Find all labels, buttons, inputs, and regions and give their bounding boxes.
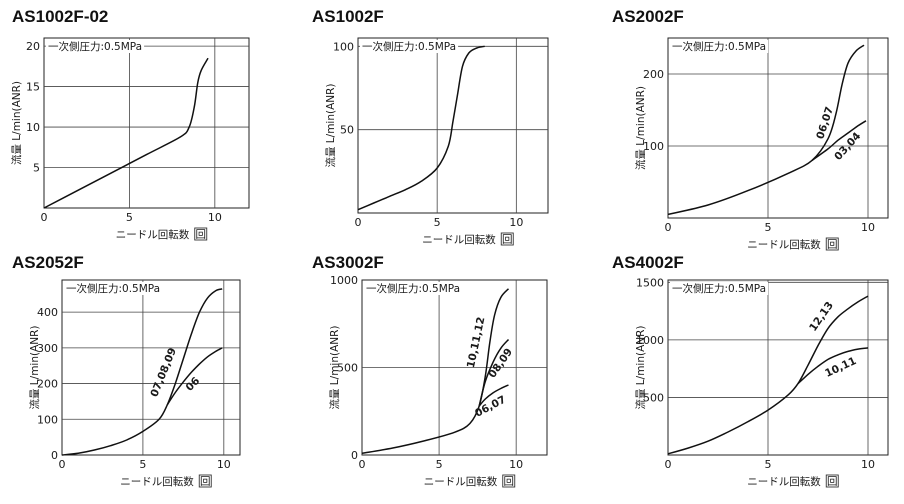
y-tick-label: 100 — [333, 40, 354, 53]
x-unit-box — [500, 232, 514, 246]
pressure-annotation: 一次側圧力:0.5MPa — [366, 282, 460, 295]
y-tick-label: 1000 — [636, 334, 664, 347]
x-unit-box — [502, 474, 516, 488]
y-tick-label: 400 — [37, 306, 58, 319]
chart-panel-6: AS4002F 0 5 10 500 1000 1500 一次側圧力:0.5MPa ニードル回転… — [612, 253, 889, 488]
plot-frame — [667, 279, 889, 456]
y-tick-label: 15 — [26, 81, 40, 94]
series-line-1 — [43, 57, 209, 209]
series-line-03,04 — [811, 120, 867, 162]
x-tick-label: 10 — [509, 216, 523, 229]
x-tick-label: 10 — [217, 458, 231, 471]
y-tick-label: 100 — [37, 413, 58, 426]
x-axis-label: ニードル回転数 — [116, 228, 190, 241]
x-axis-label: ニードル回転数 — [424, 475, 498, 488]
x-unit-box — [198, 474, 212, 488]
annotation-bg — [670, 282, 769, 295]
x-tick-label: 10 — [861, 458, 875, 471]
series-line-06,07 — [667, 44, 865, 216]
y-axis-label: 流量 L/min(ANR) — [10, 81, 23, 165]
pressure-annotation: 一次側圧力:0.5MPa — [362, 40, 456, 53]
annotation-bg — [670, 40, 769, 53]
chart-title: AS2052F — [12, 253, 84, 272]
y-tick-label: 500 — [337, 362, 358, 375]
chart-panel-1: AS1002F-02 0 5 10 5 10 15 20 一次側圧力:0.5MPa ニードル回転数… — [10, 7, 250, 241]
x-unit-box — [825, 237, 839, 251]
y-tick-label: 20 — [26, 40, 40, 53]
chart-title: AS4002F — [612, 253, 684, 272]
x-tick-label: 0 — [355, 216, 362, 229]
pressure-annotation: 一次側圧力:0.5MPa — [672, 40, 766, 53]
series-line-1 — [357, 45, 485, 211]
x-unit-box — [194, 227, 208, 241]
chart-panel-5: AS3002F 0 5 10 0 500 1000 一次側圧力:0.5MPa ニードル回転数 回 流… — [312, 253, 548, 488]
y-tick-label: 1500 — [636, 276, 664, 289]
x-axis-unit: 回 — [502, 234, 513, 246]
plot-frame — [667, 37, 889, 219]
x-tick-label: 5 — [126, 211, 133, 224]
x-axis-unit: 回 — [503, 476, 514, 488]
plot-frame — [61, 279, 241, 456]
chart-title: AS3002F — [312, 253, 384, 272]
y-tick-label: 50 — [340, 124, 354, 137]
y-tick-label: 200 — [37, 378, 58, 391]
series-line-08,09 — [478, 338, 510, 407]
y-tick-label: 300 — [37, 342, 58, 355]
y-tick-label: 5 — [33, 162, 40, 175]
x-axis-label: ニードル回転数 — [120, 475, 194, 488]
pressure-annotation: 一次側圧力:0.5MPa — [66, 282, 160, 295]
x-unit-box — [825, 474, 839, 488]
series-line-10,11 — [797, 347, 869, 385]
y-tick-label: 1000 — [330, 274, 358, 287]
x-tick-label: 0 — [665, 221, 672, 234]
chart-title: AS1002F — [312, 7, 384, 26]
x-axis-unit: 回 — [200, 476, 211, 488]
y-axis-label: 流量 L/min(ANR) — [324, 83, 337, 167]
y-axis-label: 流量 L/min(ANR) — [28, 325, 41, 409]
x-axis-label: ニードル回転数 — [747, 475, 821, 488]
y-axis-label: 流量 L/min(ANR) — [634, 86, 647, 170]
x-tick-label: 0 — [665, 458, 672, 471]
x-axis-unit: 回 — [827, 476, 838, 488]
y-tick-label: 100 — [643, 140, 664, 153]
x-tick-label: 0 — [59, 458, 66, 471]
chart-panel-2: AS1002F 0 5 10 50 100 一次側圧力:0.5MPa ニードル回転数 回 流量 L… — [312, 7, 549, 246]
series-line-06,07 — [478, 384, 509, 407]
x-tick-label: 0 — [41, 211, 48, 224]
x-tick-label: 10 — [208, 211, 222, 224]
x-tick-label: 0 — [359, 458, 366, 471]
x-tick-label: 5 — [436, 458, 443, 471]
plot-frame — [43, 37, 250, 209]
annotation-bg — [364, 282, 463, 295]
y-axis-label: 流量 L/min(ANR) — [328, 325, 341, 409]
x-axis-label: ニードル回転数 — [422, 233, 496, 246]
pressure-annotation: 一次側圧力:0.5MPa — [48, 40, 142, 53]
chart-panel-3: AS2002F 0 5 10 100 200 一次側圧力:0.5MPa ニードル回転数 回 流量 … — [612, 7, 889, 251]
series-line-06 — [166, 347, 223, 406]
x-tick-label: 5 — [434, 216, 441, 229]
y-axis-label: 流量 L/min(ANR) — [634, 325, 647, 409]
x-tick-label: 5 — [765, 458, 772, 471]
y-tick-label: 0 — [51, 449, 58, 462]
y-tick-label: 10 — [26, 121, 40, 134]
x-tick-label: 10 — [861, 221, 875, 234]
annotation-bg — [360, 40, 459, 53]
annotation-bg — [64, 282, 163, 295]
x-axis-unit: 回 — [827, 239, 838, 251]
annotation-bg — [46, 40, 145, 53]
y-tick-label: 0 — [351, 449, 358, 462]
chart-title: AS2002F — [612, 7, 684, 26]
pressure-annotation: 一次側圧力:0.5MPa — [672, 282, 766, 295]
x-axis-label: ニードル回転数 — [747, 238, 821, 251]
x-tick-label: 5 — [765, 221, 772, 234]
x-tick-label: 5 — [139, 458, 146, 471]
y-tick-label: 200 — [643, 68, 664, 81]
y-tick-label: 500 — [643, 391, 664, 404]
chart-title: AS1002F-02 — [12, 7, 108, 26]
x-axis-unit: 回 — [195, 229, 206, 241]
x-tick-label: 10 — [509, 458, 523, 471]
